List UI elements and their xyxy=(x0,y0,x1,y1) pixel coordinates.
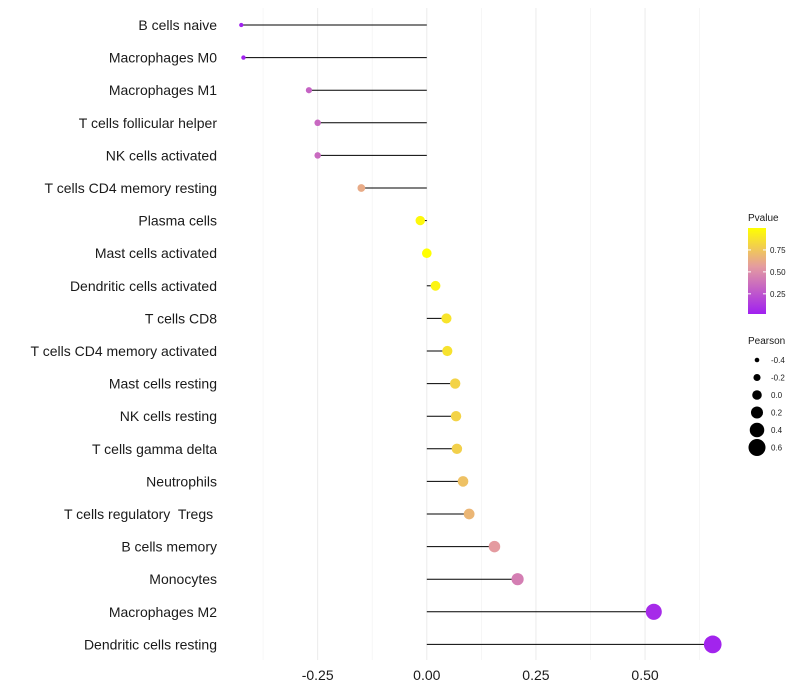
data-point xyxy=(241,55,246,60)
pearson-legend-label: 0.4 xyxy=(771,426,783,435)
category-label: NK cells resting xyxy=(120,408,217,424)
category-label: T cells follicular helper xyxy=(79,115,218,131)
data-point xyxy=(430,280,441,291)
data-point xyxy=(357,184,366,192)
category-label: T cells CD8 xyxy=(145,310,217,326)
category-label: T cells regulatory Tregs xyxy=(64,506,217,522)
lollipop-stems xyxy=(241,24,713,645)
category-label: T cells gamma delta xyxy=(92,441,217,457)
data-point xyxy=(645,603,662,620)
grid-lines xyxy=(262,8,701,660)
pearson-legend-dot xyxy=(748,438,766,457)
category-label: Plasma cells xyxy=(138,213,217,229)
pearson-legend-label: 0.2 xyxy=(771,409,783,418)
pearson-legend-items: -0.4 -0.2 0.0 0.2 0.4 0.6 xyxy=(748,356,785,457)
data-point xyxy=(305,87,313,94)
data-point xyxy=(449,378,461,389)
data-point xyxy=(314,152,321,159)
data-point xyxy=(511,573,524,586)
pvalue-colorbar xyxy=(748,228,766,314)
category-label: Macrophages M1 xyxy=(109,82,217,98)
category-label: Monocytes xyxy=(149,571,217,587)
data-point xyxy=(415,215,425,226)
x-tick-label: -0.25 xyxy=(302,667,334,683)
data-point xyxy=(239,22,244,28)
x-tick-label: 0.25 xyxy=(522,667,549,683)
data-point xyxy=(488,540,501,553)
category-labels: B cells naive Macrophages M0 Macrophages M… xyxy=(31,17,218,652)
x-tick-label: 0.50 xyxy=(631,667,658,683)
pearson-legend-dot xyxy=(754,357,760,363)
data-point xyxy=(441,313,452,324)
pearson-legend-dot xyxy=(753,373,761,382)
pearson-legend-dot xyxy=(749,422,765,438)
category-label: Neutrophils xyxy=(146,473,217,489)
pearson-legend-title: Pearson xyxy=(748,336,785,347)
pearson-legend-label: -0.4 xyxy=(771,356,785,365)
category-label: T cells CD4 memory activated xyxy=(31,343,217,359)
data-point xyxy=(450,410,462,422)
category-label: B cells naive xyxy=(138,17,217,33)
pvalue-legend: Pvalue 0.25 0.50 0.75 xyxy=(748,213,786,314)
pearson-legend-label: 0.6 xyxy=(771,444,783,453)
pearson-legend: Pearson -0.4 -0.2 0.0 0.2 0.4 0.6 xyxy=(748,336,785,457)
pvalue-legend-title: Pvalue xyxy=(748,213,779,224)
data-point xyxy=(314,119,321,127)
data-point xyxy=(703,635,722,654)
category-label: B cells memory xyxy=(121,539,217,555)
colorbar-tick-label: 0.50 xyxy=(770,268,786,277)
colorbar-tick-label: 0.25 xyxy=(770,290,786,299)
category-label: Macrophages M2 xyxy=(109,604,217,620)
colorbar-tick-label: 0.75 xyxy=(770,246,786,255)
data-point xyxy=(457,476,469,487)
category-label: Dendritic cells activated xyxy=(70,278,217,294)
data-point xyxy=(442,345,453,357)
pearson-legend-dot xyxy=(752,390,762,400)
category-label: Macrophages M0 xyxy=(109,50,217,66)
pearson-legend-label: 0.0 xyxy=(771,391,783,400)
category-label: NK cells activated xyxy=(106,147,217,163)
x-axis-ticks: -0.25 0.00 0.25 0.50 xyxy=(302,667,659,683)
category-label: Mast cells resting xyxy=(109,376,217,392)
lollipop-points xyxy=(239,22,722,654)
data-point xyxy=(422,248,432,258)
category-label: Mast cells activated xyxy=(95,245,217,261)
data-point xyxy=(451,443,463,455)
x-tick-label: 0.00 xyxy=(413,667,440,683)
pearson-legend-dot xyxy=(750,406,764,419)
category-label: T cells CD4 memory resting xyxy=(45,180,217,196)
category-label: Dendritic cells resting xyxy=(84,636,217,652)
pvalue-legend-ticks: 0.25 0.50 0.75 xyxy=(748,246,786,299)
pearson-legend-label: -0.2 xyxy=(771,374,785,383)
data-point xyxy=(463,508,475,520)
